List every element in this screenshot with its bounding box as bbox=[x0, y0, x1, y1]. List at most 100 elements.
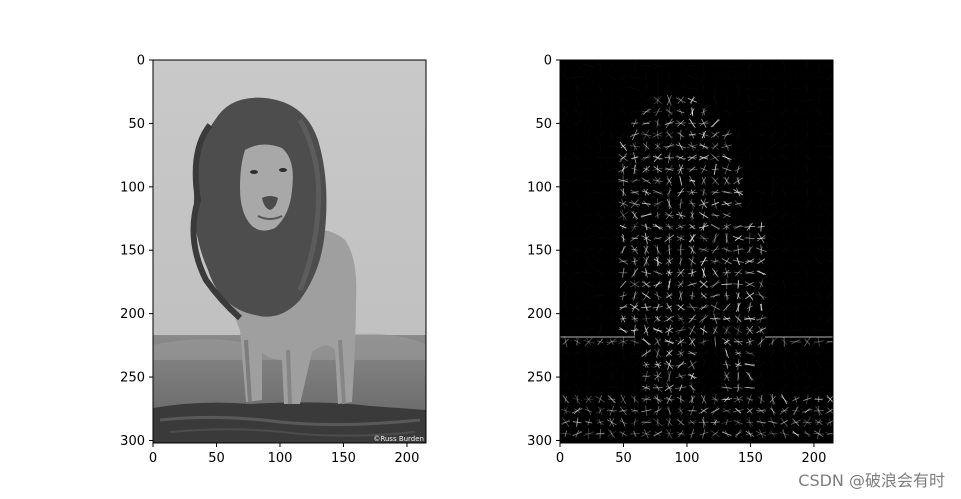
hog-background bbox=[560, 60, 833, 443]
hog-gradient-stroke bbox=[791, 339, 800, 344]
hog-gradient-stroke bbox=[737, 383, 740, 393]
hog-gradient-stroke bbox=[746, 398, 754, 401]
hog-gradient-stroke bbox=[700, 293, 707, 299]
hog-gradient-stroke bbox=[745, 271, 755, 275]
hog-gradient-stroke bbox=[632, 119, 637, 128]
hog-gradient-stroke bbox=[713, 198, 717, 209]
hog-gradient-stroke bbox=[641, 419, 651, 426]
hog-gradient-stroke bbox=[665, 257, 674, 265]
hog-gradient-stroke bbox=[668, 187, 671, 198]
hog-gradient-stroke bbox=[675, 328, 686, 332]
hog-gradient-stroke bbox=[733, 283, 744, 286]
hog-gradient-stroke bbox=[736, 165, 740, 174]
hog-gradient-stroke bbox=[631, 267, 639, 278]
hog-gradient-stroke bbox=[712, 259, 719, 263]
hog-gradient-stroke bbox=[724, 164, 729, 175]
hog-gradient-stroke bbox=[677, 408, 685, 414]
x-tick-label: 200 bbox=[802, 451, 827, 466]
hog-gradient-stroke bbox=[664, 234, 675, 242]
hog-gradient-stroke bbox=[679, 198, 682, 209]
hog-gradient-stroke bbox=[655, 107, 660, 116]
hog-gradient-stroke bbox=[710, 214, 720, 217]
hog-gradient-stroke bbox=[755, 317, 767, 321]
hog-gradient-stroke bbox=[667, 370, 672, 382]
hog-gradient-stroke bbox=[734, 224, 743, 229]
hog-gradient-stroke bbox=[622, 267, 625, 278]
hog-gradient-stroke bbox=[724, 348, 730, 359]
hog-gradient-stroke bbox=[756, 431, 767, 437]
hog-gradient-stroke bbox=[689, 409, 696, 412]
hog-gradient-stroke bbox=[689, 179, 696, 182]
hog-gradient-stroke bbox=[677, 419, 684, 426]
hog-gradient-stroke bbox=[596, 420, 604, 424]
hog-gradient-stroke bbox=[702, 143, 706, 150]
hog-gradient-stroke bbox=[721, 420, 733, 424]
hog-gradient-stroke bbox=[687, 154, 697, 162]
hog-gradient-stroke bbox=[723, 339, 730, 344]
hog-gradient-stroke bbox=[560, 432, 572, 435]
hog-gradient-stroke bbox=[666, 428, 673, 439]
hog-gradient-stroke bbox=[712, 119, 719, 128]
hog-gradient-stroke bbox=[700, 110, 707, 114]
hog-gradient-stroke bbox=[702, 395, 706, 403]
hog-gradient-stroke bbox=[689, 283, 696, 286]
hog-gradient-stroke bbox=[733, 397, 744, 401]
hog-gradient-stroke bbox=[736, 324, 741, 336]
hog-gradient-stroke bbox=[757, 407, 765, 414]
hog-gradient-stroke bbox=[645, 405, 648, 416]
hog-gradient-stroke bbox=[679, 395, 682, 403]
hog-gradient-stroke bbox=[737, 359, 740, 371]
x-tick-label: 50 bbox=[208, 451, 225, 466]
hog-gradient-stroke bbox=[644, 223, 648, 230]
hog-gradient-stroke bbox=[645, 384, 648, 392]
hog-gradient-stroke bbox=[575, 338, 579, 346]
hog-gradient-stroke bbox=[814, 421, 823, 424]
hog-gradient-stroke bbox=[678, 280, 684, 288]
hog-gradient-stroke bbox=[805, 394, 809, 405]
hog-gradient-stroke bbox=[656, 291, 659, 301]
hog-gradient-stroke bbox=[595, 432, 605, 435]
hog-gradient-stroke bbox=[737, 244, 740, 255]
hog-gradient-stroke bbox=[734, 430, 743, 438]
hog-gradient-stroke bbox=[725, 419, 729, 426]
hog-gradient-stroke bbox=[710, 407, 721, 414]
hog-gradient-stroke bbox=[678, 350, 684, 356]
hog-gradient-stroke bbox=[653, 203, 662, 205]
hog-gradient-stroke bbox=[665, 211, 674, 219]
hog-gradient-stroke bbox=[676, 120, 686, 127]
hog-gradient-stroke bbox=[689, 432, 696, 436]
hog-gradient-stroke bbox=[678, 316, 684, 322]
hog-gradient-stroke bbox=[746, 352, 753, 355]
hog-gradient-stroke bbox=[564, 396, 567, 403]
hog-gradient-stroke bbox=[621, 267, 625, 278]
hog-gradient-stroke bbox=[711, 132, 720, 138]
hog-gradient-stroke bbox=[619, 155, 627, 160]
x-tick-label: 100 bbox=[268, 451, 293, 466]
hog-gradient-stroke bbox=[757, 258, 766, 265]
hog-gradient-stroke bbox=[653, 96, 662, 104]
hog-gradient-stroke bbox=[712, 177, 719, 185]
hog-gradient-stroke bbox=[619, 304, 628, 311]
hog-gradient-stroke bbox=[652, 327, 663, 333]
hog-gradient-stroke bbox=[724, 176, 729, 185]
hog-gradient-stroke bbox=[687, 409, 698, 412]
hog-gradient-stroke bbox=[595, 407, 605, 414]
hog-gradient-stroke bbox=[710, 223, 720, 230]
hog-gradient-stroke bbox=[817, 405, 820, 416]
hog-gradient-stroke bbox=[735, 429, 741, 439]
hog-gradient-stroke bbox=[654, 431, 661, 437]
hog-gradient-stroke bbox=[824, 431, 833, 435]
hog-gradient-stroke bbox=[735, 419, 742, 426]
y-tick-label: 150 bbox=[120, 244, 145, 259]
hog-gradient-stroke bbox=[678, 143, 683, 150]
hog-gradient-stroke bbox=[654, 244, 661, 255]
hog-gradient-stroke bbox=[698, 339, 709, 344]
hog-gradient-stroke bbox=[676, 418, 685, 426]
hog-gradient-stroke bbox=[677, 338, 685, 345]
hog-gradient-stroke bbox=[770, 417, 776, 428]
hog-gradient-stroke bbox=[688, 234, 696, 243]
hog-gradient-stroke bbox=[629, 201, 641, 206]
x-tick-label: 150 bbox=[738, 451, 763, 466]
hog-gradient-stroke bbox=[564, 336, 568, 348]
hog-gradient-stroke bbox=[656, 347, 659, 359]
